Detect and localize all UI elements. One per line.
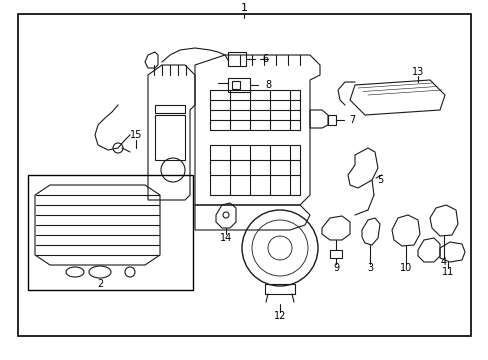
Bar [209, 90, 299, 130]
Text: 7: 7 [348, 115, 354, 125]
Text: 11: 11 [441, 267, 453, 277]
Text: 10: 10 [399, 263, 411, 273]
Bar [18, 14, 470, 336]
Text: 9: 9 [332, 263, 338, 273]
Bar [155, 105, 184, 113]
Bar [155, 115, 184, 160]
Bar [227, 52, 245, 66]
Text: 13: 13 [411, 67, 423, 77]
Text: 15: 15 [129, 130, 142, 140]
Bar [264, 284, 294, 294]
Bar [209, 145, 299, 195]
Text: 12: 12 [273, 311, 285, 321]
Text: 4: 4 [440, 257, 446, 267]
Text: 6: 6 [262, 54, 267, 64]
Text: 14: 14 [220, 233, 232, 243]
Bar [329, 250, 341, 258]
Bar [28, 175, 193, 290]
Bar [327, 115, 335, 125]
Bar [227, 78, 249, 92]
Text: 2: 2 [97, 279, 103, 289]
Text: 1: 1 [240, 3, 247, 13]
Bar [231, 81, 240, 89]
Text: 8: 8 [264, 80, 270, 90]
Text: 3: 3 [366, 263, 372, 273]
Text: 5: 5 [376, 175, 382, 185]
